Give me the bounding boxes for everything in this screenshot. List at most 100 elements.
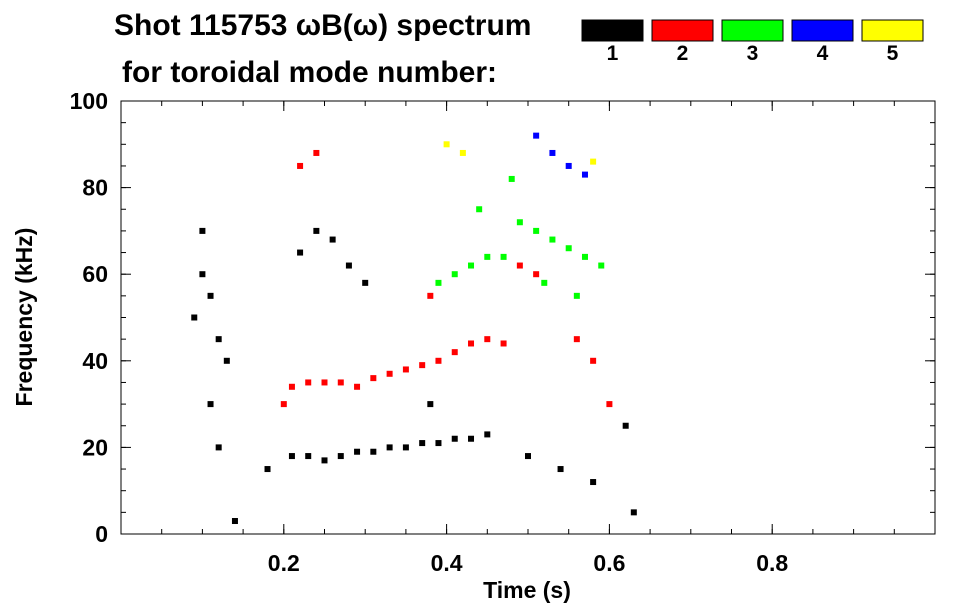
x-axis-label: Time (s) <box>483 577 571 603</box>
data-point-mode-2 <box>484 336 491 343</box>
x-tick-label: 0.2 <box>268 550 300 576</box>
data-point-mode-2 <box>305 379 312 386</box>
data-point-mode-1 <box>215 444 222 451</box>
data-point-mode-4 <box>565 162 572 169</box>
y-tick-label: 20 <box>82 434 108 460</box>
data-point-mode-1 <box>305 453 312 460</box>
data-point-mode-2 <box>288 383 295 390</box>
data-point-mode-1 <box>313 227 320 234</box>
legend: 1 2 3 4 5 <box>581 19 924 65</box>
data-point-mode-2 <box>435 357 442 364</box>
x-tick-label: 0.8 <box>756 550 788 576</box>
data-point-mode-4 <box>549 149 556 156</box>
data-point-mode-1 <box>215 336 222 343</box>
data-point-mode-2 <box>354 383 361 390</box>
data-point-mode-3 <box>533 227 540 234</box>
data-point-mode-1 <box>199 271 206 278</box>
x-tick-label: 0.6 <box>593 550 625 576</box>
data-point-mode-5 <box>590 158 597 165</box>
y-tick-label: 40 <box>82 348 108 374</box>
data-point-mode-2 <box>427 292 434 299</box>
data-point-mode-1 <box>435 440 442 447</box>
y-axis-label: Frequency (kHz) <box>11 228 37 407</box>
data-point-mode-4 <box>533 132 540 139</box>
data-point-mode-3 <box>541 279 548 286</box>
y-tick-label: 0 <box>95 521 108 547</box>
data-point-mode-3 <box>549 236 556 243</box>
data-point-mode-1 <box>345 262 352 269</box>
data-point-mode-1 <box>207 401 214 408</box>
legend-swatch-2 <box>651 19 714 42</box>
legend-label-4: 4 <box>817 42 829 65</box>
data-point-mode-2 <box>606 401 613 408</box>
data-point-mode-1 <box>207 292 214 299</box>
chart-title-line1: Shot 115753 ωB(ω) spectrum <box>114 9 531 42</box>
data-point-mode-1 <box>337 453 344 460</box>
data-point-mode-2 <box>280 401 287 408</box>
data-point-mode-3 <box>598 262 605 269</box>
data-point-mode-3 <box>468 262 475 269</box>
data-point-mode-1 <box>354 448 361 455</box>
data-point-mode-3 <box>573 292 580 299</box>
legend-swatch-4 <box>791 19 854 42</box>
data-point-mode-1 <box>386 444 393 451</box>
minor-ticks <box>121 101 935 534</box>
data-point-mode-1 <box>630 509 637 516</box>
data-point-mode-1 <box>402 444 409 451</box>
data-point-mode-3 <box>435 279 442 286</box>
legend-label-5: 5 <box>887 42 899 65</box>
x-axis-ticks: 0.2 0.4 0.6 0.8 <box>268 101 788 576</box>
data-point-mode-2 <box>402 366 409 373</box>
data-point-mode-1 <box>231 518 238 525</box>
data-point-mode-1 <box>370 448 377 455</box>
data-point-mode-1 <box>199 227 206 234</box>
data-point-mode-1 <box>557 466 564 473</box>
legend-swatch-3 <box>721 19 784 42</box>
y-axis-ticks: 0 20 40 60 80 100 <box>70 88 935 547</box>
data-point-mode-2 <box>516 262 523 269</box>
legend-label-3: 3 <box>747 42 759 65</box>
legend-label-2: 2 <box>677 42 689 65</box>
data-point-mode-4 <box>581 171 588 178</box>
data-point-mode-2 <box>590 357 597 364</box>
data-point-mode-1 <box>590 479 597 486</box>
data-point-mode-3 <box>484 253 491 260</box>
data-point-mode-1 <box>191 314 198 321</box>
data-point-mode-1 <box>427 401 434 408</box>
y-tick-label: 100 <box>70 88 108 114</box>
data-point-mode-2 <box>370 375 377 382</box>
data-point-mode-2 <box>419 362 426 369</box>
plot-frame <box>120 100 936 535</box>
legend-swatch-5 <box>861 19 924 42</box>
x-tick-label: 0.4 <box>431 550 463 576</box>
data-point-mode-1 <box>321 457 328 464</box>
data-point-mode-1 <box>288 453 295 460</box>
data-point-mode-2 <box>386 370 393 377</box>
data-point-mode-2 <box>321 379 328 386</box>
data-point-mode-2 <box>451 349 458 356</box>
data-point-mode-1 <box>329 236 336 243</box>
data-point-mode-1 <box>223 357 230 364</box>
data-point-mode-1 <box>362 279 369 286</box>
data-point-mode-3 <box>476 206 483 213</box>
data-point-mode-5 <box>459 149 466 156</box>
data-point-mode-3 <box>451 271 458 278</box>
data-point-mode-1 <box>297 249 304 256</box>
data-point-mode-3 <box>565 245 572 252</box>
legend-label-1: 1 <box>607 42 619 65</box>
chart-title-line2: for toroidal mode number: <box>122 56 497 89</box>
data-point-mode-1 <box>484 431 491 438</box>
data-point-mode-5 <box>443 141 450 148</box>
y-tick-label: 80 <box>82 175 108 201</box>
y-tick-label: 60 <box>82 261 108 287</box>
data-point-mode-1 <box>468 435 475 442</box>
data-point-mode-3 <box>516 219 523 226</box>
data-point-mode-1 <box>451 435 458 442</box>
data-point-mode-1 <box>525 453 531 460</box>
data-point-mode-1 <box>264 466 271 473</box>
data-point-mode-2 <box>468 340 475 347</box>
data-point-mode-1 <box>622 422 629 429</box>
data-layer <box>191 132 637 525</box>
data-point-mode-2 <box>337 379 344 386</box>
data-point-mode-2 <box>297 162 304 169</box>
